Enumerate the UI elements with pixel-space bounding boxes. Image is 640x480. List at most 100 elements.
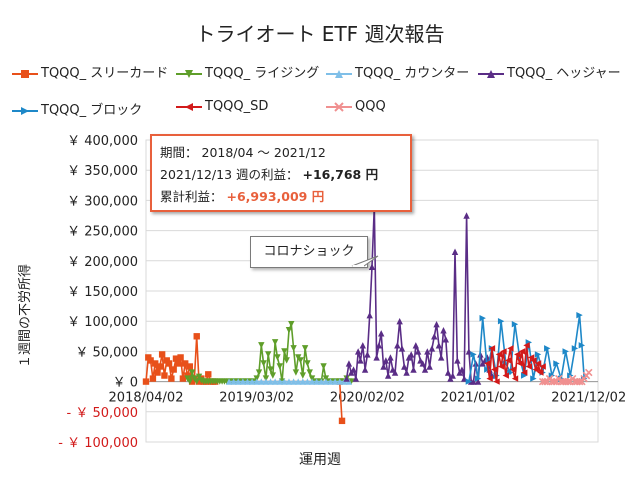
legend-marker-sd	[176, 101, 202, 113]
data-point-3	[470, 378, 477, 385]
data-point-0	[147, 357, 154, 364]
data-point-1	[193, 378, 200, 385]
data-point-3	[410, 366, 417, 373]
data-point-0	[172, 355, 180, 362]
legend-marker-three-card	[12, 68, 38, 80]
data-point-3	[359, 342, 366, 349]
data-point-3	[343, 375, 350, 382]
series-line-3	[345, 206, 493, 383]
cumulative-profit-value: +6,993,009 円	[226, 189, 325, 204]
data-point-3	[403, 369, 410, 376]
data-point-5	[495, 351, 503, 358]
legend-item-qqq: QQQ	[326, 99, 386, 114]
data-point-2	[281, 378, 288, 385]
data-point-4	[576, 311, 583, 319]
data-point-2	[331, 378, 339, 385]
data-point-2	[258, 378, 265, 385]
legend-label: TQQQ_ カウンター	[355, 66, 470, 81]
cumulative-profit-row: 累計利益： +6,993,009 円	[160, 186, 402, 208]
weekly-profit-label: 2021/12/13 週の利益：	[160, 167, 299, 182]
data-point-2	[271, 378, 279, 385]
data-point-3	[454, 357, 461, 364]
data-point-3	[396, 318, 403, 325]
data-point-3	[419, 360, 426, 367]
y-tick-label: ￥ 100,000	[67, 315, 138, 330]
y-tick-label: ￥ 200,000	[67, 255, 138, 270]
data-point-2	[285, 378, 293, 385]
data-point-3	[440, 327, 447, 334]
data-point-2	[304, 378, 311, 385]
data-point-1	[276, 363, 283, 370]
y-tick-label: ￥ 0	[113, 376, 138, 391]
legend-item-rising: TQQQ_ ライジング	[176, 62, 319, 81]
data-point-5	[530, 357, 537, 364]
data-point-3	[408, 351, 415, 358]
chart-title: トライオート ETF 週次報告	[195, 22, 445, 46]
data-point-3	[426, 363, 433, 370]
legend-label: TQQQ_ ブロック	[41, 103, 143, 118]
x-tick-label: 2021/12/02	[551, 391, 626, 406]
data-point-1	[188, 369, 196, 376]
data-point-0	[175, 360, 182, 367]
data-point-5	[537, 369, 544, 376]
data-point-3	[449, 372, 456, 379]
data-point-1	[285, 327, 293, 334]
data-point-5	[539, 363, 546, 370]
data-point-2	[290, 378, 297, 385]
data-point-2	[244, 378, 251, 385]
legend-marker-rising	[176, 68, 202, 80]
y-tick-label: - ￥ 100,000	[58, 436, 138, 451]
data-point-4	[578, 342, 586, 349]
data-point-5	[523, 342, 530, 349]
data-point-3	[444, 369, 452, 376]
data-point-6	[564, 377, 572, 386]
data-point-5	[500, 348, 507, 355]
legend-item-three-card: TQQQ_ スリーカード	[12, 62, 168, 81]
data-point-1	[290, 345, 297, 352]
y-tick-label: ￥ 150,000	[67, 285, 138, 300]
data-point-5	[486, 375, 493, 382]
data-point-2	[262, 378, 270, 385]
data-point-3	[394, 342, 401, 349]
period-label: 期間：	[160, 145, 198, 160]
period-row: 期間： 2018/04 ～ 2021/12	[160, 142, 402, 164]
data-point-6	[575, 377, 584, 386]
data-point-2	[253, 378, 260, 385]
data-point-6	[585, 368, 593, 377]
data-point-4	[553, 360, 560, 367]
data-point-6	[541, 377, 549, 386]
data-point-5	[502, 372, 509, 379]
data-point-5	[504, 357, 512, 364]
data-point-3	[414, 348, 422, 355]
data-point-4	[562, 348, 569, 355]
data-point-5	[525, 363, 533, 370]
data-point-1	[186, 378, 194, 385]
data-point-0	[142, 378, 150, 385]
x-tick-label: 2019/03/02	[219, 391, 294, 406]
data-point-3	[451, 248, 459, 255]
data-point-3	[424, 348, 431, 355]
data-point-5	[507, 345, 514, 352]
data-point-4	[479, 314, 486, 322]
data-point-0	[168, 375, 175, 382]
data-point-3	[474, 378, 482, 385]
legend-label: TQQQ_ ヘッジャー	[507, 66, 621, 81]
legend-label: TQQQ_ スリーカード	[41, 66, 169, 81]
data-point-3	[401, 363, 408, 370]
data-point-2	[318, 378, 325, 385]
data-point-4	[470, 351, 477, 358]
data-point-5	[534, 360, 542, 367]
data-point-1	[288, 321, 295, 328]
legend-label: QQQ	[355, 99, 386, 114]
data-point-3	[354, 348, 362, 355]
data-point-2	[313, 378, 320, 385]
summary-callout: 期間： 2018/04 ～ 2021/12 2021/12/13 週の利益： +…	[150, 134, 412, 212]
data-point-2	[248, 378, 256, 385]
data-point-0	[149, 375, 157, 382]
data-point-5	[516, 360, 523, 367]
legend-item-sd: TQQQ_SD	[176, 99, 268, 114]
data-point-5	[514, 351, 521, 358]
data-point-4	[497, 318, 505, 325]
data-point-4	[571, 345, 579, 352]
